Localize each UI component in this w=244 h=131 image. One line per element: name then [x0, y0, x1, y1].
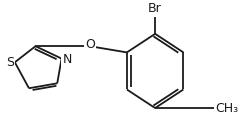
Text: S: S	[6, 56, 14, 69]
Text: N: N	[63, 53, 72, 66]
Text: Br: Br	[148, 2, 162, 15]
Text: O: O	[85, 39, 95, 51]
Text: CH₃: CH₃	[215, 102, 238, 114]
